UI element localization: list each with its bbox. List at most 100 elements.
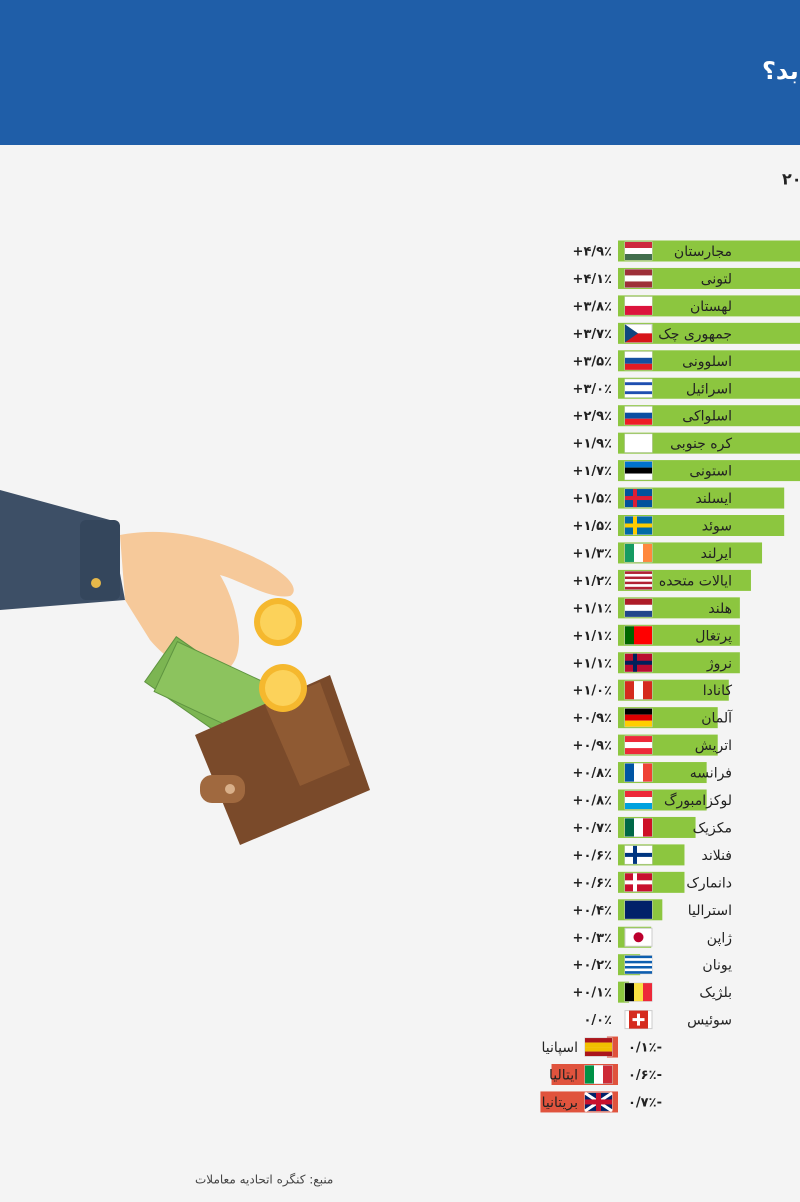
flag-stripe [634,543,643,562]
category-label: بریتانیا [542,1095,578,1111]
value-label: +۳/۷٪ [573,327,613,342]
bar [618,377,800,399]
category-label: اسرائیل [686,381,732,397]
value-label: +۱/۷٪ [573,464,613,479]
flag-stripe [634,681,643,700]
flag-stripe [625,983,634,1002]
flag-stripe [643,983,652,1002]
flag-stripe [625,305,652,315]
bar [618,432,800,454]
value-label: +۲/۹٪ [573,409,613,424]
flag [624,1010,653,1030]
flag [584,1065,613,1084]
category-label: لوکزامبورگ [664,791,732,809]
category-label: مکزیک [693,820,732,836]
flag-stripe [625,388,652,392]
category-label: جمهوری چک [658,326,732,342]
flag [624,625,653,645]
flag-stripe [625,581,652,585]
value-label: +۳/۰٪ [573,382,613,397]
flag-stripe [625,720,652,727]
source: منبع: کنگره اتحادیه معاملات [195,1173,333,1188]
category-label: کره جنوبی [670,436,732,452]
flag-stripe [625,586,652,590]
flag [624,570,653,590]
flag-stripe [625,955,652,959]
value-label: +۰/۹٪ [573,739,613,754]
chart-title: دستمزد مردم جهان در سال ۲۰۱۸ چند درصد اف… [762,57,800,85]
category-label: مجارستان [674,244,732,260]
flag-stripe [603,1065,612,1084]
flag [624,488,653,508]
flag [624,543,653,563]
flag [584,1037,613,1057]
flag-stripe [625,598,652,605]
value-label: +۰/۳٪ [573,931,613,946]
category-label: سوئیس [687,1013,732,1029]
flag-stripe [625,357,652,364]
flag-stripe [585,1065,594,1084]
category-label: ایالات متحده [659,573,732,589]
flag-stripe [625,584,652,587]
flag-stripe [625,281,652,288]
flag [624,653,653,673]
bar [618,405,800,427]
flag-stripe [625,333,652,343]
flag-stripe [625,496,652,501]
category-label: لهستان [690,299,732,315]
bar [618,295,800,317]
bar [618,542,763,564]
category-label: ایسلند [696,491,732,507]
flag [624,268,653,288]
value-label: +۰/۲٪ [573,958,613,973]
category-label: فرانسه [690,766,732,782]
value-label: +۱/۱٪ [573,601,613,616]
value-label: -۰/۷٪ [628,1095,662,1110]
flag-stripe [585,1038,612,1043]
flag-stripe [625,406,652,413]
flag-stripe [625,523,652,528]
flag-stripe [625,467,652,474]
value-label: +۱/۰٪ [573,684,613,699]
flag-stripe [625,571,652,574]
flag-stripe [643,818,652,837]
value-label: +۰/۷٪ [573,821,613,836]
category-label: کانادا [703,683,733,699]
category-label: فنلاند [701,848,732,864]
flag-stripe [625,852,652,857]
value-label: +۱/۵٪ [573,492,613,507]
flag-stripe [625,275,652,282]
value-label: +۰/۹٪ [573,711,613,726]
flag [624,351,653,371]
flag-stripe [625,958,652,961]
flag-stripe [585,1042,612,1048]
flag [624,817,653,837]
category-label: اسپانیا [542,1040,579,1056]
flag [624,461,653,481]
bar [618,350,800,372]
flag-stripe [625,968,652,972]
value-label: +۱/۵٪ [573,519,613,534]
flag [624,900,653,920]
flag-stripe [634,983,643,1002]
value-label: -۰/۱٪ [628,1041,662,1056]
category-label: یونان [702,958,732,974]
flag-stripe [625,971,652,974]
category-label: لتونی [701,271,732,287]
flag-stripe [625,963,652,966]
flag-stripe [625,965,652,969]
flag [624,708,653,728]
value-label: +۳/۸٪ [573,299,613,314]
flag [624,982,653,1002]
category-label: سوئد [702,519,732,535]
flag-stripe [625,254,652,260]
value-label: +۰/۶٪ [573,848,613,863]
category-label: دانمارک [686,875,732,891]
flag-stripe [625,351,652,358]
flag-stripe [594,1065,603,1084]
flag [624,516,653,535]
illustration [0,490,370,845]
category-label: اتریش [695,738,732,754]
flag [624,790,653,810]
flag-stripe [625,434,652,453]
